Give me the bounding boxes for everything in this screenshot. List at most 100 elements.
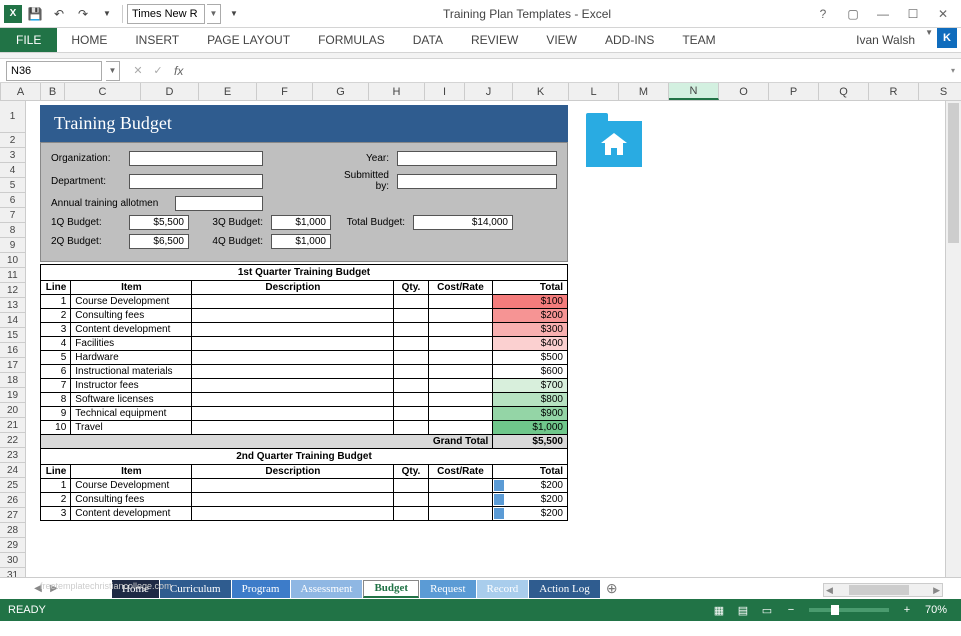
total-input[interactable]: $14,000 bbox=[413, 215, 513, 230]
zoom-in-icon[interactable]: + bbox=[895, 601, 919, 619]
col-header-B[interactable]: B bbox=[41, 83, 65, 100]
file-tab[interactable]: FILE bbox=[0, 28, 57, 52]
col-header-G[interactable]: G bbox=[313, 83, 369, 100]
hscroll-thumb[interactable] bbox=[849, 585, 909, 595]
row-header-29[interactable]: 29 bbox=[0, 538, 26, 553]
col-header-E[interactable]: E bbox=[199, 83, 257, 100]
col-header-S[interactable]: S bbox=[919, 83, 961, 100]
ribbon-tab-add-ins[interactable]: ADD-INS bbox=[591, 28, 668, 52]
dept-input[interactable] bbox=[129, 174, 263, 189]
name-box[interactable]: N36 bbox=[6, 61, 102, 81]
row-header-30[interactable]: 30 bbox=[0, 553, 26, 568]
table-row[interactable]: 6Instructional materials$600 bbox=[41, 365, 568, 379]
sheet-tab-budget[interactable]: Budget bbox=[363, 580, 419, 598]
row-header-6[interactable]: 6 bbox=[0, 193, 26, 208]
user-name[interactable]: Ivan Walsh bbox=[850, 28, 921, 52]
table-row[interactable]: 4Facilities$400 bbox=[41, 337, 568, 351]
row-header-27[interactable]: 27 bbox=[0, 508, 26, 523]
cancel-icon[interactable]: ✕ bbox=[128, 64, 148, 77]
sheet-content[interactable]: Training Budget Organization: Year: Depa… bbox=[26, 101, 961, 577]
formula-expand-icon[interactable]: ▾ bbox=[945, 66, 961, 75]
ribbon-tab-team[interactable]: TEAM bbox=[668, 28, 729, 52]
horizontal-scrollbar[interactable]: ◀ ▶ bbox=[823, 583, 943, 597]
maximize-icon[interactable]: ☐ bbox=[899, 3, 927, 25]
ribbon-tab-page-layout[interactable]: PAGE LAYOUT bbox=[193, 28, 304, 52]
vscroll-thumb[interactable] bbox=[948, 103, 959, 243]
col-header-D[interactable]: D bbox=[141, 83, 199, 100]
row-header-9[interactable]: 9 bbox=[0, 238, 26, 253]
zoom-level[interactable]: 70% bbox=[919, 604, 953, 616]
qat-customize-icon[interactable]: ▼ bbox=[223, 3, 245, 25]
font-dropdown-icon[interactable]: ▼ bbox=[207, 4, 221, 24]
row-header-4[interactable]: 4 bbox=[0, 163, 26, 178]
col-header-R[interactable]: R bbox=[869, 83, 919, 100]
fx-icon[interactable]: fx bbox=[168, 64, 189, 78]
row-header-22[interactable]: 22 bbox=[0, 433, 26, 448]
home-folder-icon[interactable] bbox=[586, 113, 642, 167]
view-normal-icon[interactable]: ▦ bbox=[707, 601, 731, 619]
col-header-O[interactable]: O bbox=[719, 83, 769, 100]
col-header-C[interactable]: C bbox=[65, 83, 141, 100]
table-row[interactable]: 1Course Development$100 bbox=[41, 295, 568, 309]
table-row[interactable]: 9Technical equipment$900 bbox=[41, 407, 568, 421]
help-icon[interactable]: ? bbox=[809, 3, 837, 25]
ribbon-tab-review[interactable]: REVIEW bbox=[457, 28, 532, 52]
year-input[interactable] bbox=[397, 151, 557, 166]
ribbon-tab-view[interactable]: VIEW bbox=[532, 28, 591, 52]
q2-input[interactable]: $6,500 bbox=[129, 234, 189, 249]
col-header-A[interactable]: A bbox=[1, 83, 41, 100]
redo-icon[interactable]: ↷ bbox=[72, 3, 94, 25]
row-header-13[interactable]: 13 bbox=[0, 298, 26, 313]
sheet-tab-action-log[interactable]: Action Log bbox=[529, 580, 599, 598]
row-header-26[interactable]: 26 bbox=[0, 493, 26, 508]
subm-input[interactable] bbox=[397, 174, 557, 189]
row-header-20[interactable]: 20 bbox=[0, 403, 26, 418]
col-header-F[interactable]: F bbox=[257, 83, 313, 100]
col-header-K[interactable]: K bbox=[513, 83, 569, 100]
minimize-icon[interactable]: — bbox=[869, 3, 897, 25]
user-dropdown-icon[interactable]: ▼ bbox=[921, 28, 937, 52]
sheet-tab-record[interactable]: Record bbox=[477, 580, 529, 598]
new-sheet-button[interactable]: ⊕ bbox=[601, 580, 623, 597]
zoom-slider[interactable] bbox=[809, 608, 889, 612]
row-header-14[interactable]: 14 bbox=[0, 313, 26, 328]
row-header-1[interactable]: 1 bbox=[0, 101, 26, 133]
annual-input[interactable] bbox=[175, 196, 263, 211]
row-header-28[interactable]: 28 bbox=[0, 523, 26, 538]
view-page-icon[interactable]: ▤ bbox=[731, 601, 755, 619]
user-avatar[interactable]: K bbox=[937, 28, 957, 48]
ribbon-tab-formulas[interactable]: FORMULAS bbox=[304, 28, 399, 52]
col-header-J[interactable]: J bbox=[465, 83, 513, 100]
org-input[interactable] bbox=[129, 151, 263, 166]
ribbon-tab-home[interactable]: HOME bbox=[57, 28, 121, 52]
view-break-icon[interactable]: ▭ bbox=[755, 601, 779, 619]
row-header-11[interactable]: 11 bbox=[0, 268, 26, 283]
table-row[interactable]: 7Instructor fees$700 bbox=[41, 379, 568, 393]
q4-input[interactable]: $1,000 bbox=[271, 234, 331, 249]
sheet-tab-request[interactable]: Request bbox=[420, 580, 475, 598]
sheet-tab-program[interactable]: Program bbox=[232, 580, 290, 598]
col-header-P[interactable]: P bbox=[769, 83, 819, 100]
ribbon-tab-insert[interactable]: INSERT bbox=[121, 28, 193, 52]
row-header-21[interactable]: 21 bbox=[0, 418, 26, 433]
q1-input[interactable]: $5,500 bbox=[129, 215, 189, 230]
row-header-18[interactable]: 18 bbox=[0, 373, 26, 388]
col-header-H[interactable]: H bbox=[369, 83, 425, 100]
formula-input[interactable] bbox=[189, 61, 945, 81]
row-header-3[interactable]: 3 bbox=[0, 148, 26, 163]
vertical-scrollbar[interactable] bbox=[945, 101, 961, 577]
col-header-I[interactable]: I bbox=[425, 83, 465, 100]
row-header-24[interactable]: 24 bbox=[0, 463, 26, 478]
ribbon-options-icon[interactable]: ▢ bbox=[839, 3, 867, 25]
col-header-Q[interactable]: Q bbox=[819, 83, 869, 100]
qat-dropdown-icon[interactable]: ▼ bbox=[96, 3, 118, 25]
table-row[interactable]: 3Content development$300 bbox=[41, 323, 568, 337]
row-header-15[interactable]: 15 bbox=[0, 328, 26, 343]
q3-input[interactable]: $1,000 bbox=[271, 215, 331, 230]
row-header-2[interactable]: 2 bbox=[0, 133, 26, 148]
row-header-7[interactable]: 7 bbox=[0, 208, 26, 223]
save-icon[interactable]: 💾 bbox=[24, 3, 46, 25]
row-header-12[interactable]: 12 bbox=[0, 283, 26, 298]
sheet-tab-assessment[interactable]: Assessment bbox=[291, 580, 363, 598]
row-header-5[interactable]: 5 bbox=[0, 178, 26, 193]
